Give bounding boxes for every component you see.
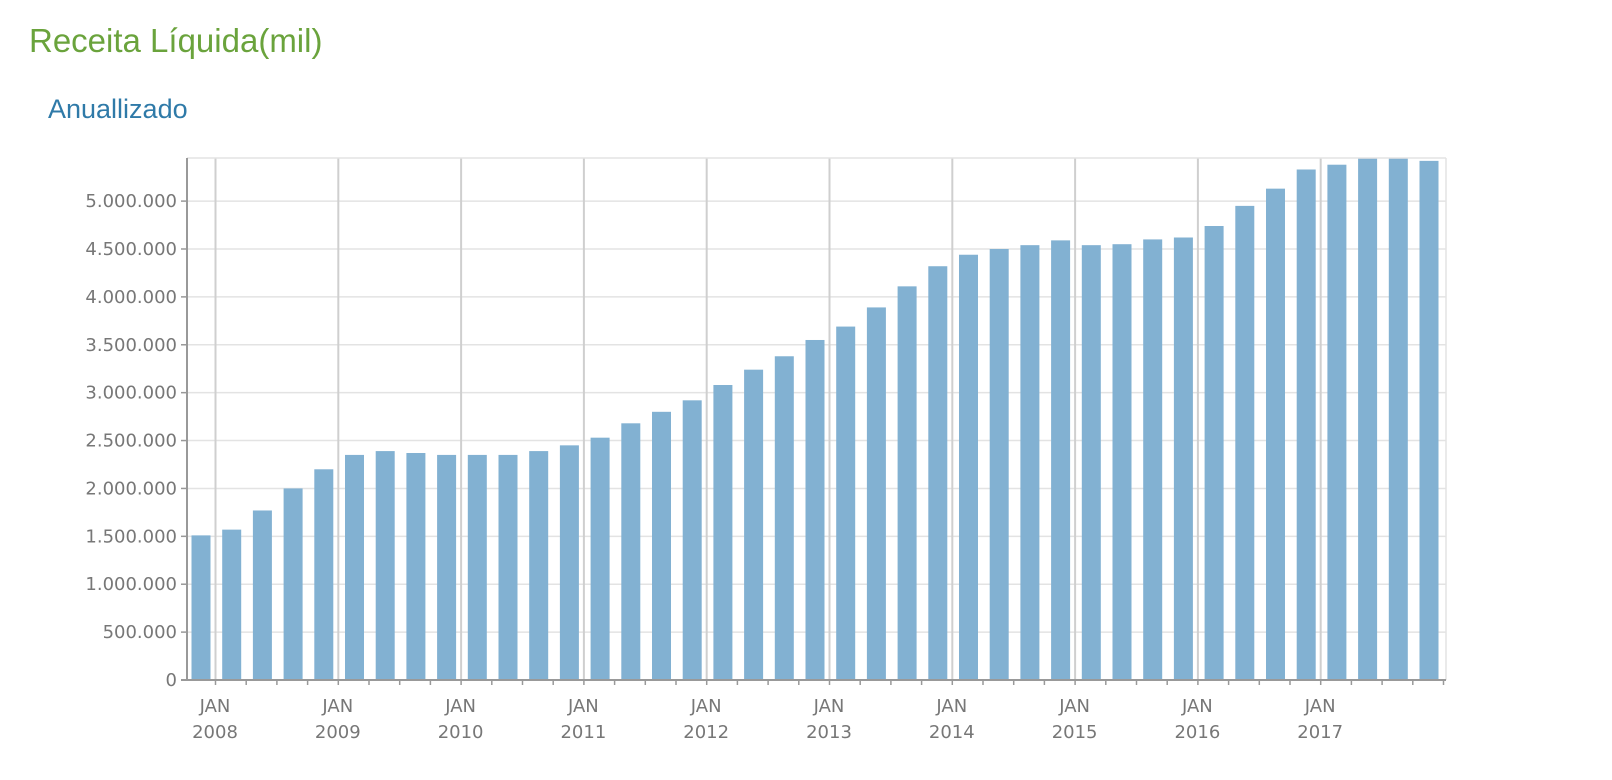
bar [682, 400, 702, 680]
y-tick-label: 2.500.000 [85, 431, 177, 452]
x-tick-label-month: JAN [1181, 696, 1213, 717]
bar [1081, 245, 1101, 680]
x-tick-label-year: 2010 [438, 722, 484, 743]
x-tick-label-month: JAN [935, 696, 967, 717]
bar [345, 454, 364, 680]
bar [1112, 244, 1132, 680]
x-tick-label-month: JAN [444, 696, 476, 717]
bar [437, 454, 457, 680]
x-tick-label-year: 2016 [1174, 722, 1220, 743]
bar [774, 356, 794, 680]
bar [498, 454, 518, 680]
bar [283, 488, 303, 680]
x-tick-label-month: JAN [813, 696, 845, 717]
bar [222, 529, 242, 680]
x-tick-label-year: 2013 [806, 722, 852, 743]
bar [1266, 188, 1285, 680]
y-tick-label: 1.500.000 [85, 526, 177, 547]
bar [836, 326, 856, 680]
y-tick-label: 3.500.000 [85, 335, 177, 356]
x-tick-label-month: JAN [199, 696, 231, 717]
bar [529, 451, 549, 680]
bar [866, 307, 886, 680]
chart-subtitle: Anuallizado [48, 94, 188, 124]
bar [1143, 239, 1163, 680]
bar [1020, 245, 1040, 680]
chart-title: Receita Líquida(mil) [29, 22, 323, 59]
bar [467, 454, 487, 680]
bar [897, 286, 917, 680]
bar [1388, 158, 1408, 680]
y-tick-label: 5.000.000 [85, 191, 177, 212]
bar [314, 469, 334, 680]
bar [805, 339, 825, 680]
x-tick-label-year: 2011 [560, 722, 606, 743]
y-tick-label: 1.000.000 [85, 574, 177, 595]
x-tick-label-year: 2012 [683, 722, 729, 743]
bar [1235, 205, 1255, 681]
bar [621, 423, 641, 680]
bar [252, 510, 272, 680]
bar [1296, 169, 1316, 680]
bar [713, 384, 733, 680]
bar [1204, 226, 1224, 680]
x-tick-label-year: 2014 [929, 722, 975, 743]
x-tick-label-year: 2009 [315, 722, 361, 743]
y-tick-label: 4.000.000 [85, 287, 177, 308]
y-tick-label: 500.000 [103, 622, 177, 643]
bar [959, 254, 978, 680]
bar [744, 369, 764, 680]
bar [375, 451, 395, 680]
bar [191, 535, 211, 680]
y-tick-label: 0 [166, 670, 177, 691]
x-tick-label-month: JAN [1304, 696, 1336, 717]
x-tick-label-month: JAN [567, 696, 599, 717]
x-tick-label-year: 2017 [1297, 722, 1343, 743]
x-tick-label-month: JAN [1058, 696, 1090, 717]
bar [1419, 160, 1439, 680]
bar [1327, 164, 1347, 680]
x-tick-label-month: JAN [321, 696, 353, 717]
y-tick-label: 3.000.000 [85, 383, 177, 404]
bar [559, 445, 579, 680]
bar [1051, 240, 1071, 680]
y-tick-label: 4.500.000 [85, 239, 177, 260]
bar [1173, 237, 1193, 680]
y-tick-label: 2.000.000 [85, 478, 177, 499]
bar [652, 411, 671, 680]
x-tick-label-year: 2015 [1052, 722, 1098, 743]
x-tick-label-year: 2008 [192, 722, 238, 743]
bar [928, 266, 948, 680]
bar [406, 453, 426, 680]
bar [989, 248, 1009, 680]
bar [1358, 158, 1378, 680]
bar [590, 437, 610, 680]
x-tick-label-month: JAN [690, 696, 722, 717]
